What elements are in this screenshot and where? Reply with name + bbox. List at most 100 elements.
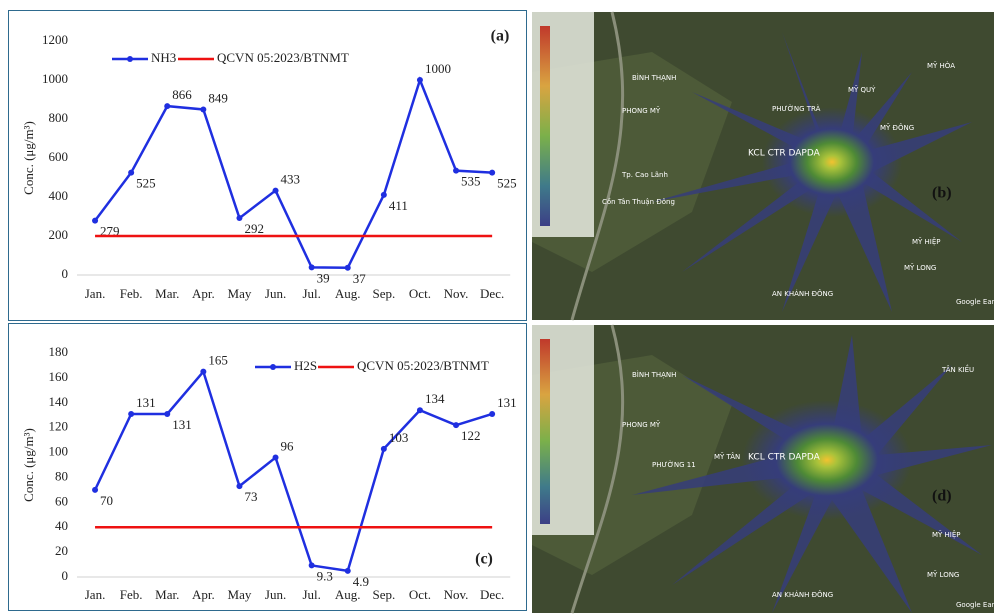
point (273, 188, 279, 194)
y-tick-label: 0 (62, 568, 69, 583)
panel-label: (b) (932, 185, 952, 202)
data-label: 165 (208, 353, 228, 368)
x-tick-label: Apr. (192, 286, 215, 301)
point (128, 170, 134, 176)
data-label: 1000 (425, 61, 451, 76)
panel-label: (a) (491, 28, 510, 45)
place-label: PHONG MỸ (622, 106, 661, 115)
place-label: MỸ QUÝ (848, 85, 876, 94)
data-label: 4.9 (353, 574, 369, 589)
x-tick-label: Apr. (192, 587, 215, 602)
y-tick-label: 600 (49, 149, 69, 164)
x-tick-label: Jan. (85, 587, 106, 602)
x-tick-label: Feb. (120, 587, 143, 602)
point (453, 168, 459, 174)
y-tick-label: 20 (55, 543, 68, 558)
x-tick-label: Oct. (409, 587, 431, 602)
point (417, 77, 423, 83)
x-tick-label: Jan. (85, 286, 106, 301)
legend-label: H2S (294, 358, 317, 373)
x-tick-label: Oct. (409, 286, 431, 301)
x-tick-label: Dec. (480, 286, 504, 301)
y-tick-label: 800 (49, 110, 69, 125)
source-label: KCL CTR DAPDA (748, 149, 821, 159)
point (92, 218, 98, 224)
data-label: 9.3 (317, 568, 333, 583)
place-label: AN KHÁNH ĐÔNG (772, 590, 833, 599)
data-label: 535 (461, 174, 481, 189)
x-tick-label: Aug. (335, 587, 361, 602)
y-axis-label: Conc. (μg/m³) (21, 428, 36, 502)
x-tick-label: Aug. (335, 286, 361, 301)
x-tick-label: Dec. (480, 587, 504, 602)
place-label: Cồn Tân Thuận Đông (602, 198, 675, 206)
point (489, 411, 495, 417)
y-tick-label: 40 (55, 518, 68, 533)
point (236, 483, 242, 489)
data-label: 122 (461, 428, 481, 443)
point (453, 422, 459, 428)
x-tick-label: Jun. (265, 286, 286, 301)
data-label: 292 (244, 221, 264, 236)
point (200, 369, 206, 375)
place-label: MỸ ĐÔNG (880, 123, 914, 132)
data-label: 96 (281, 439, 295, 454)
y-tick-label: 160 (49, 369, 69, 384)
data-label: 73 (244, 489, 257, 504)
point (309, 264, 315, 270)
data-label: 411 (389, 198, 408, 213)
point (92, 487, 98, 493)
y-tick-label: 100 (49, 444, 69, 459)
place-label: MỸ LONG (927, 570, 959, 579)
legend-marker (270, 364, 276, 370)
legend-label: NH3 (151, 50, 176, 65)
place-label: BÌNH THẠNH (632, 73, 676, 82)
place-label: Google Earth (956, 298, 994, 306)
point (345, 568, 351, 574)
y-tick-label: 1000 (42, 71, 68, 86)
panel-label: (d) (932, 488, 952, 505)
point (345, 265, 351, 271)
place-label: PHƯỜNG 11 (652, 460, 696, 469)
point (164, 103, 170, 109)
y-tick-label: 140 (49, 394, 69, 409)
place-label: Google Earth (956, 601, 994, 609)
place-label: BÌNH THẠNH (632, 370, 676, 379)
x-tick-label: Jul. (302, 286, 320, 301)
y-tick-label: 120 (49, 419, 69, 434)
data-label: 849 (208, 90, 228, 105)
point (309, 562, 315, 568)
y-tick-label: 60 (55, 493, 68, 508)
data-label: 134 (425, 391, 445, 406)
x-tick-label: Jul. (302, 587, 320, 602)
point (381, 192, 387, 198)
map-panel: KCL CTR DAPDA BÌNH THẠNH PHONG MỸ MỸ TÂN… (532, 325, 994, 613)
point (128, 411, 134, 417)
data-label: 866 (172, 87, 192, 102)
x-tick-label: Mar. (155, 286, 179, 301)
data-label: 433 (281, 172, 301, 187)
legend-label: QCVN 05:2023/BTNMT (357, 358, 489, 373)
x-tick-label: Jun. (265, 587, 286, 602)
x-tick-label: Mar. (155, 587, 179, 602)
point (489, 170, 495, 176)
point (164, 411, 170, 417)
place-label: MỸ HIỆP (932, 530, 961, 539)
legend-marker (127, 56, 133, 62)
x-tick-label: Feb. (120, 286, 143, 301)
x-tick-label: May (228, 587, 252, 602)
data-label: 525 (497, 176, 517, 191)
place-label: MỸ TÂN (714, 452, 740, 461)
place-label: MỸ HIỆP (912, 237, 941, 246)
place-label: AN KHÁNH ĐÔNG (772, 289, 833, 298)
source-label: KCL CTR DAPDA (748, 453, 821, 463)
data-label: 70 (100, 493, 113, 508)
x-tick-label: Nov. (444, 286, 469, 301)
y-tick-label: 80 (55, 468, 68, 483)
place-label: TÂN KIỀU (941, 364, 974, 374)
place-label: PHONG MỸ (622, 420, 661, 429)
data-label: 39 (317, 270, 330, 285)
data-label: 131 (497, 395, 517, 410)
colorbar (540, 339, 550, 524)
data-label: 131 (136, 395, 156, 410)
